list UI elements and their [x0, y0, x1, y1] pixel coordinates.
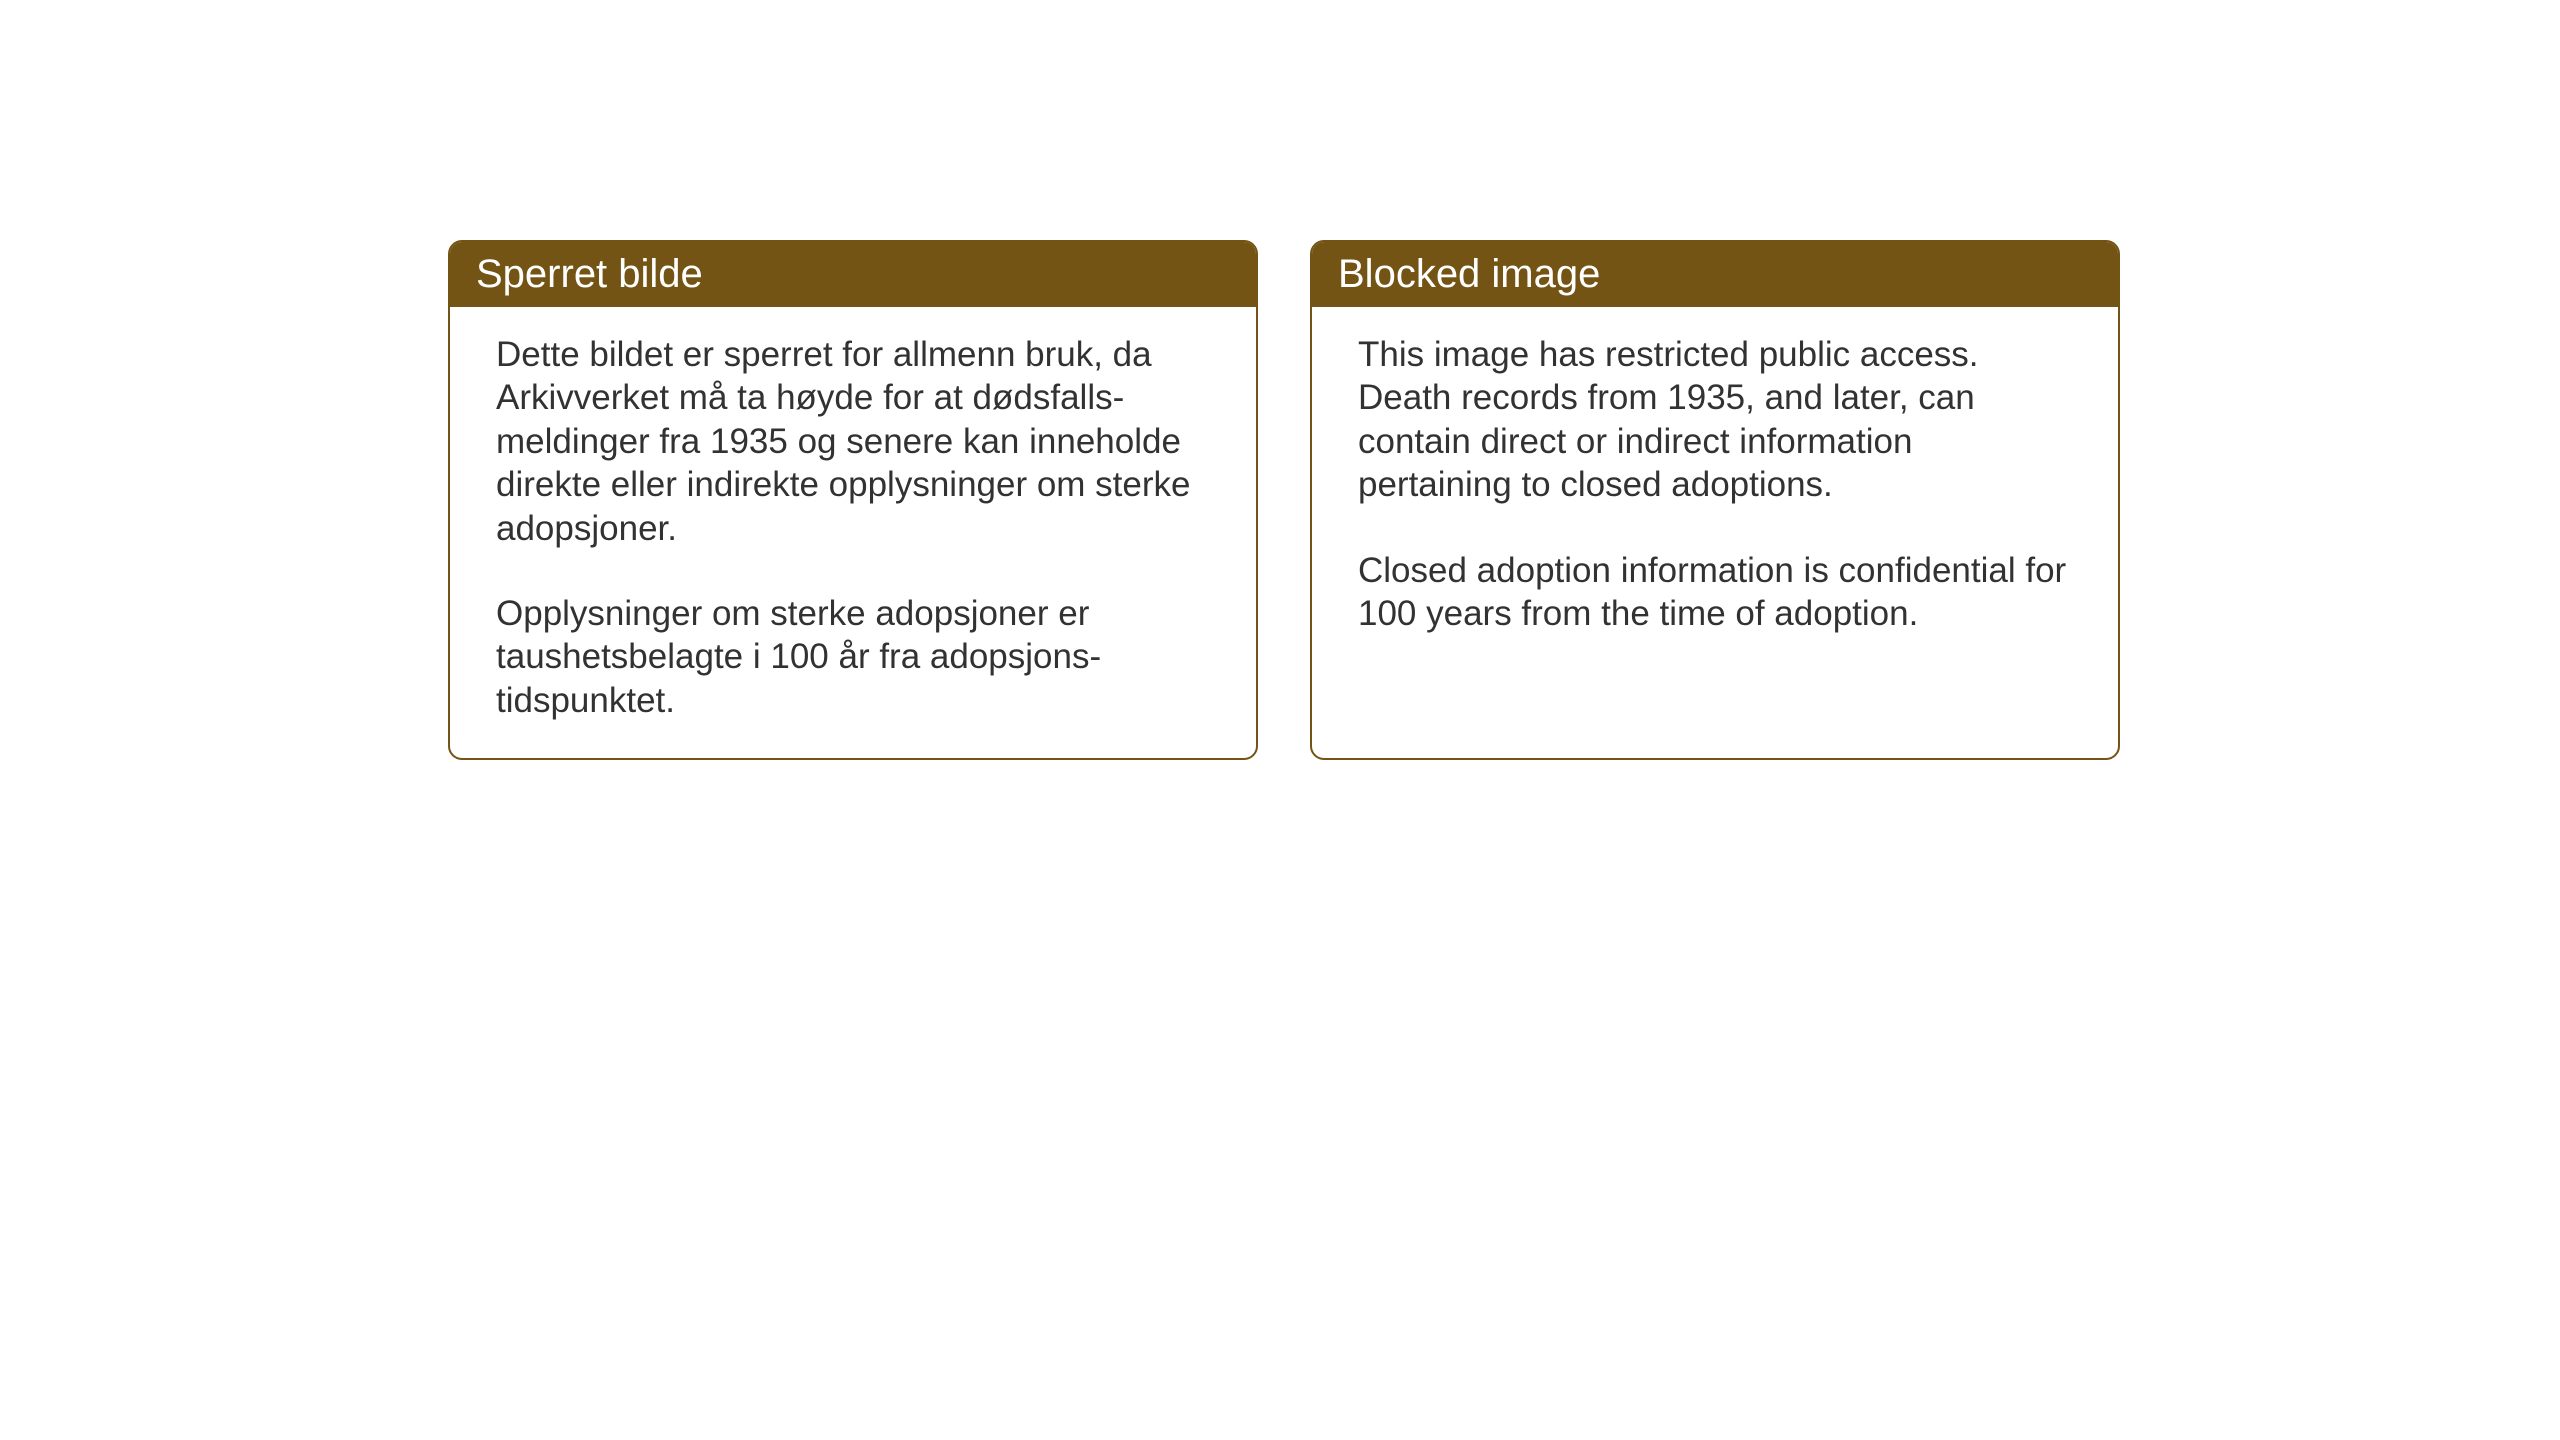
paragraph-norwegian-2: Opplysninger om sterke adopsjoner er tau…: [496, 592, 1210, 722]
card-header-english: Blocked image: [1312, 242, 2118, 307]
paragraph-english-2: Closed adoption information is confident…: [1358, 549, 2072, 636]
card-title-english: Blocked image: [1338, 252, 1600, 296]
paragraph-norwegian-1: Dette bildet er sperret for allmenn bruk…: [496, 333, 1210, 550]
card-header-norwegian: Sperret bilde: [450, 242, 1256, 307]
card-body-english: This image has restricted public access.…: [1312, 307, 2118, 745]
card-body-norwegian: Dette bildet er sperret for allmenn bruk…: [450, 307, 1256, 758]
notice-card-english: Blocked image This image has restricted …: [1310, 240, 2120, 760]
notice-container: Sperret bilde Dette bildet er sperret fo…: [448, 240, 2120, 760]
card-title-norwegian: Sperret bilde: [476, 252, 703, 296]
paragraph-english-1: This image has restricted public access.…: [1358, 333, 2072, 507]
notice-card-norwegian: Sperret bilde Dette bildet er sperret fo…: [448, 240, 1258, 760]
